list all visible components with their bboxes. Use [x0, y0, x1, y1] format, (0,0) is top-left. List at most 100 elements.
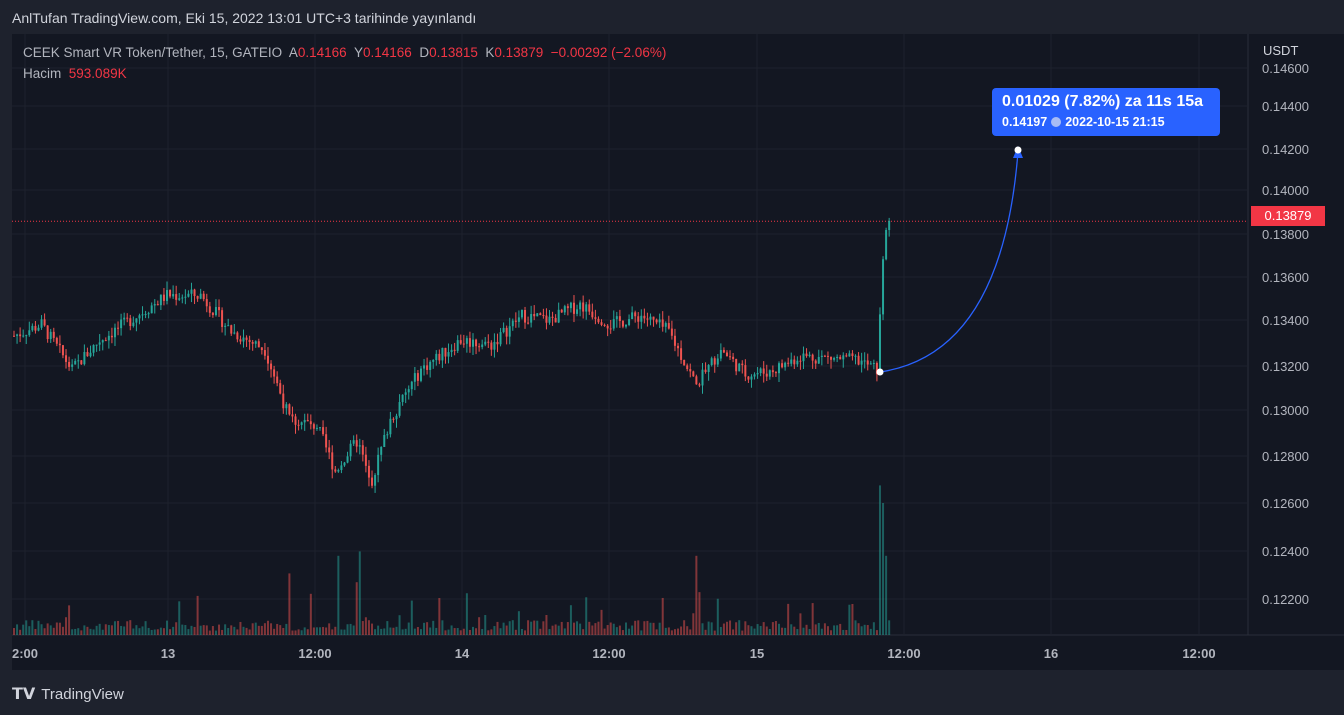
candle-body: [569, 302, 572, 309]
volume-bar: [716, 598, 719, 635]
candle-body: [465, 338, 468, 344]
candle-body: [814, 360, 817, 364]
candle-body: [579, 302, 582, 310]
volume-bar: [582, 629, 585, 635]
chart-frame[interactable]: 0.14600 0.14400 0.14200 0.14000 0.13800 0.136…: [12, 34, 1344, 670]
volume-bar: [756, 624, 759, 635]
candle-body: [334, 469, 337, 472]
candle-body: [150, 305, 153, 314]
candle-body: [80, 360, 83, 365]
candle-body: [585, 304, 588, 312]
volume-bar: [814, 624, 817, 635]
volume-bar: [13, 628, 15, 635]
volume-bar: [159, 627, 162, 635]
volume-bar: [199, 625, 202, 635]
candle-body: [169, 290, 172, 297]
candle-body: [444, 347, 447, 357]
volume-bar: [86, 626, 89, 635]
candle-body: [129, 318, 132, 327]
candle-body: [481, 344, 484, 348]
volume-bar: [187, 629, 190, 635]
candle-body: [306, 419, 309, 422]
candle-body: [860, 360, 863, 365]
volume-bar: [426, 622, 429, 635]
volume-bar: [300, 630, 303, 635]
close-label: K: [485, 45, 495, 60]
volume-legend: Hacim 593.089K: [23, 66, 127, 81]
change-value: −0.00292 (−2.06%): [550, 45, 667, 60]
volume-bar: [496, 621, 499, 635]
candle-body: [251, 341, 254, 344]
volume-bar: [468, 629, 471, 635]
time-tick: 12:00: [298, 646, 331, 661]
candle-body: [101, 340, 104, 343]
volume-bar: [799, 613, 802, 635]
candle-body: [276, 376, 279, 384]
volume-bar: [401, 629, 404, 635]
volume-bar: [236, 629, 239, 635]
projection-change: 0.01029 (7.82%) za 11s 15a: [1002, 93, 1204, 110]
candle-body: [190, 289, 193, 294]
volume-bar: [725, 621, 728, 635]
candle-body: [266, 355, 269, 364]
volume-bar: [796, 629, 799, 635]
footer-brand: TradingView: [41, 685, 124, 703]
volume-bar: [120, 625, 123, 635]
candle-body: [722, 349, 725, 353]
candle-body: [52, 331, 55, 338]
candle-body: [254, 341, 257, 344]
volume-bar: [658, 622, 661, 635]
candle-body: [462, 343, 465, 345]
volume-bar: [31, 620, 34, 635]
symbol-title[interactable]: CEEK Smart VR Token/Tether, 15, GATEIO: [23, 45, 283, 60]
candle-body: [505, 327, 508, 337]
volume-bar: [508, 621, 511, 635]
volume-bar: [692, 613, 695, 635]
volume-bar: [689, 629, 692, 635]
candle-body: [340, 465, 343, 471]
price-tick: 0.14000: [1262, 183, 1309, 198]
candle-body: [120, 319, 123, 329]
volume-bar: [502, 622, 505, 635]
price-chart[interactable]: 0.14600 0.14400 0.14200 0.14000 0.13800 0.136…: [12, 34, 1344, 670]
volume-bar: [55, 622, 58, 635]
candle-body: [28, 330, 31, 336]
candle-body: [878, 314, 881, 375]
volume-bar: [380, 628, 383, 635]
volume-bar: [126, 621, 129, 635]
volume-bar: [481, 629, 484, 635]
candle-body: [823, 355, 826, 357]
volume-bar: [823, 623, 826, 635]
volume-bar: [765, 626, 768, 635]
candle-body: [328, 447, 331, 453]
candle-body: [25, 335, 28, 337]
volume-bar: [768, 628, 771, 635]
candle-body: [545, 315, 548, 323]
volume-bar: [230, 625, 233, 635]
candle-body: [144, 314, 147, 316]
candle-body: [156, 304, 159, 306]
candle-body: [22, 335, 25, 337]
candle-body: [725, 352, 728, 357]
candle-body: [309, 421, 312, 425]
volume-bar: [138, 628, 141, 635]
candle-body: [854, 355, 857, 357]
volume-bar: [750, 626, 753, 635]
volume-bar: [254, 622, 257, 635]
volume-bar: [661, 597, 664, 635]
volume-bar: [266, 620, 269, 635]
volume-bar: [374, 629, 377, 635]
candle-body: [172, 294, 175, 297]
candle-body: [429, 361, 432, 370]
volume-bar: [364, 617, 367, 635]
candle-body: [808, 354, 811, 357]
candle-body: [282, 393, 285, 409]
candle-body: [291, 414, 294, 417]
volume-bar: [695, 555, 698, 635]
tradingview-logo[interactable]: 𝗧𝗩 TradingView: [12, 684, 124, 704]
volume-bar: [866, 625, 869, 635]
projection-label[interactable]: 0.01029 (7.82%) za 11s 15a 0.14197 2022-…: [992, 88, 1220, 136]
volume-bar: [670, 630, 673, 635]
low-label: D: [419, 45, 430, 60]
candle-body: [349, 443, 352, 457]
